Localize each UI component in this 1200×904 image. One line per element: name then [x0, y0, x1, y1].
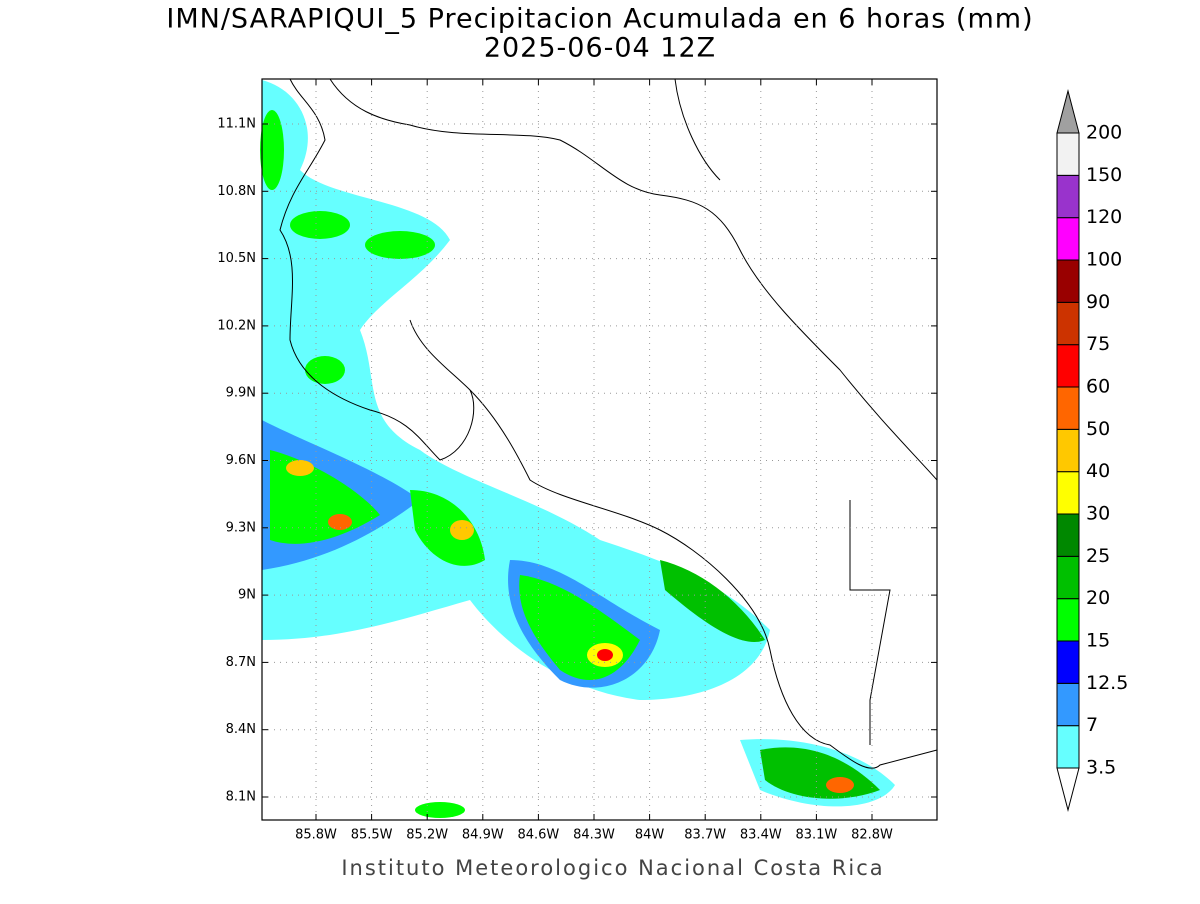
colorbar-label: 60: [1086, 376, 1110, 398]
colorbar-box: [1056, 513, 1080, 557]
colorbar-box: [1056, 217, 1080, 261]
precip-area: [826, 777, 854, 793]
colorbar-box: [1056, 344, 1080, 388]
colorbar-label: 3.5: [1086, 757, 1116, 779]
title: IMN/SARAPIQUI_5 Precipitacion Acumulada …: [166, 4, 1033, 35]
colorbar-arrow: [1056, 89, 1080, 134]
lon-label: 83.1W: [795, 828, 837, 843]
colorbar-label: 50: [1086, 418, 1110, 440]
coastline: [329, 78, 938, 481]
colorbar-box: [1056, 682, 1080, 727]
colorbar-box: [1056, 301, 1080, 346]
precip-area: [286, 460, 314, 476]
precip-area: [660, 560, 765, 642]
precip-area: [450, 520, 474, 540]
colorbar-box: [1056, 174, 1080, 219]
lon-label: 84.3W: [573, 828, 615, 843]
lat-label: 9.9N: [226, 386, 256, 401]
colorbar-box: [1056, 555, 1080, 600]
lat-label: 10.8N: [217, 184, 256, 199]
colorbar-label: 40: [1086, 460, 1110, 482]
lon-label: 84W: [635, 828, 665, 843]
colorbar-box: [1056, 259, 1080, 303]
lon-label: 84.6W: [517, 828, 559, 843]
precip-area: [365, 231, 435, 259]
colorbar-label: 200: [1086, 122, 1122, 144]
lon-label: 83.4W: [740, 828, 782, 843]
lat-label: 8.7N: [226, 655, 256, 670]
colorbar-box: [1056, 428, 1080, 473]
lat-label: 8.1N: [226, 790, 256, 805]
colorbar-box: [1056, 640, 1080, 684]
subtitle: 2025-06-04 12Z: [484, 33, 716, 64]
colorbar-box: [1056, 725, 1080, 769]
precip-area: [290, 211, 350, 239]
footer: Instituto Meteorologico Nacional Costa R…: [341, 856, 884, 880]
lon-label: 85.2W: [406, 828, 448, 843]
colorbar-label: 20: [1086, 587, 1110, 609]
lat-label: 9.6N: [226, 453, 256, 468]
colorbar-label: 25: [1086, 545, 1110, 567]
colorbar-label: 30: [1086, 503, 1110, 525]
colorbar-box: [1056, 598, 1080, 642]
lon-label: 85.8W: [295, 828, 337, 843]
lon-label: 82.8W: [851, 828, 893, 843]
lat-label: 10.5N: [217, 251, 256, 266]
coastline: [279, 78, 938, 769]
lat-label: 9.3N: [226, 520, 256, 535]
precip-area: [305, 356, 345, 384]
lat-label: 11.1N: [217, 117, 256, 132]
lon-label: 83.7W: [684, 828, 726, 843]
coastlines: [279, 78, 938, 769]
colorbar-label: 120: [1086, 206, 1122, 228]
precip-area: [328, 514, 352, 530]
map-frame: [261, 78, 938, 821]
colorbar-label: 75: [1086, 333, 1110, 355]
colorbar-box: [1056, 471, 1080, 515]
colorbar-label: 100: [1086, 249, 1122, 271]
colorbar-label: 7: [1086, 714, 1098, 736]
lat-label: 8.4N: [226, 722, 256, 737]
precip-area: [597, 649, 613, 661]
colorbar-arrow: [1056, 767, 1080, 812]
colorbar-label: 15: [1086, 630, 1110, 652]
border: [674, 78, 891, 745]
lat-label: 10.2N: [217, 318, 256, 333]
colorbar-box: [1056, 132, 1080, 176]
colorbar-label: 12.5: [1086, 672, 1128, 694]
precip-area: [410, 490, 485, 566]
precipitation-areas: [260, 80, 895, 818]
colorbar-label: 150: [1086, 164, 1122, 186]
colorbar-label: 90: [1086, 291, 1110, 313]
lat-label: 9N: [238, 588, 256, 603]
lon-label: 84.9W: [462, 828, 504, 843]
precip-area: [260, 110, 284, 190]
lon-label: 85.5W: [351, 828, 393, 843]
colorbar-box: [1056, 386, 1080, 430]
precip-area: [415, 802, 465, 818]
